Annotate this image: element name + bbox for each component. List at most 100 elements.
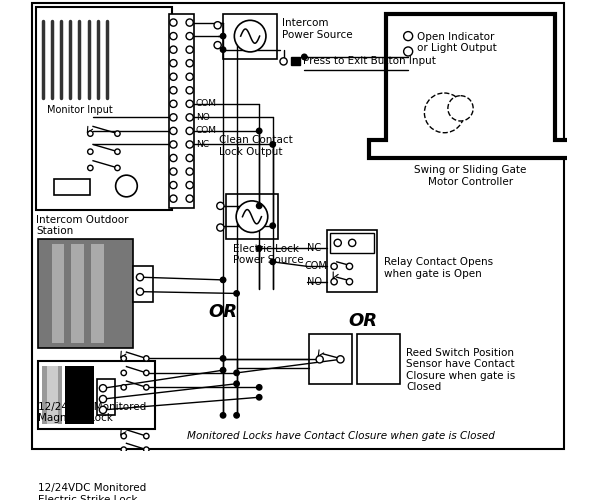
Circle shape: [144, 447, 149, 452]
Circle shape: [221, 412, 226, 418]
Text: NO: NO: [307, 276, 322, 286]
Circle shape: [144, 356, 149, 361]
Circle shape: [170, 168, 177, 175]
Bar: [97, 379, 114, 416]
Bar: [72, 244, 84, 343]
Circle shape: [116, 175, 137, 197]
Text: Intercom
Power Source: Intercom Power Source: [282, 18, 352, 40]
Circle shape: [170, 141, 177, 148]
Text: COM: COM: [305, 262, 327, 272]
Circle shape: [186, 46, 193, 54]
Circle shape: [136, 288, 144, 295]
Circle shape: [186, 100, 193, 108]
Circle shape: [121, 434, 126, 439]
Circle shape: [186, 141, 193, 148]
Circle shape: [186, 86, 193, 94]
Text: Clean Contact
Lock Output: Clean Contact Lock Output: [219, 136, 292, 157]
Text: COM: COM: [196, 100, 217, 108]
Circle shape: [403, 32, 412, 40]
Circle shape: [136, 274, 144, 281]
Circle shape: [234, 412, 240, 418]
Text: NC: NC: [307, 244, 321, 254]
Circle shape: [270, 142, 275, 147]
Bar: [42, 366, 63, 424]
Circle shape: [234, 290, 240, 296]
Text: 12/24VDC Monitored
Electric Strike Lock: 12/24VDC Monitored Electric Strike Lock: [38, 483, 146, 500]
Text: Open Indicator
or Light Output: Open Indicator or Light Output: [417, 32, 497, 53]
Circle shape: [217, 202, 224, 209]
Circle shape: [270, 259, 275, 264]
Circle shape: [100, 396, 107, 402]
Circle shape: [256, 394, 262, 400]
Circle shape: [170, 60, 177, 67]
Bar: [91, 244, 104, 343]
Circle shape: [234, 370, 240, 376]
Bar: [47, 366, 58, 424]
Bar: [65, 366, 94, 424]
Circle shape: [121, 447, 126, 452]
Circle shape: [100, 406, 107, 414]
Text: Electric Lock
Power Source: Electric Lock Power Source: [233, 244, 303, 266]
Bar: [223, 14, 277, 59]
Circle shape: [280, 58, 287, 65]
Circle shape: [88, 131, 93, 136]
Circle shape: [346, 278, 353, 285]
Bar: [291, 57, 300, 65]
Circle shape: [144, 434, 149, 439]
Bar: [51, 244, 64, 343]
Bar: [169, 14, 194, 207]
Circle shape: [121, 460, 126, 466]
Circle shape: [221, 368, 226, 373]
Text: Reed Switch Position
Sensor have Contact
Closure when gate is
Closed: Reed Switch Position Sensor have Contact…: [406, 348, 516, 393]
Circle shape: [331, 278, 337, 285]
Text: OR: OR: [209, 302, 238, 320]
Bar: [309, 334, 352, 384]
Circle shape: [186, 32, 193, 40]
Bar: [330, 233, 374, 253]
Text: Swing or Sliding Gate
Motor Controller: Swing or Sliding Gate Motor Controller: [414, 165, 527, 187]
Circle shape: [221, 277, 226, 282]
Bar: [38, 240, 133, 348]
Circle shape: [256, 128, 262, 134]
Circle shape: [302, 54, 307, 60]
Circle shape: [170, 114, 177, 121]
Circle shape: [424, 93, 464, 132]
Circle shape: [170, 46, 177, 54]
Circle shape: [221, 34, 226, 39]
Circle shape: [346, 263, 353, 270]
Bar: [226, 194, 278, 240]
Circle shape: [186, 60, 193, 67]
Circle shape: [170, 128, 177, 134]
Circle shape: [186, 128, 193, 134]
Bar: [395, 22, 547, 95]
Circle shape: [256, 246, 262, 251]
Bar: [133, 266, 153, 302]
Circle shape: [334, 240, 342, 246]
Polygon shape: [370, 14, 572, 158]
Circle shape: [170, 100, 177, 108]
Bar: [398, 26, 483, 62]
Circle shape: [331, 263, 337, 270]
Bar: [36, 7, 172, 210]
Circle shape: [186, 114, 193, 121]
Circle shape: [186, 73, 193, 80]
Circle shape: [114, 165, 120, 170]
Circle shape: [144, 460, 149, 466]
Circle shape: [186, 19, 193, 26]
Circle shape: [186, 154, 193, 162]
Bar: [327, 230, 377, 292]
Text: Monitored Locks have Contact Closure when gate is Closed: Monitored Locks have Contact Closure whe…: [187, 430, 495, 440]
Circle shape: [170, 195, 177, 202]
Circle shape: [186, 195, 193, 202]
Circle shape: [121, 384, 126, 390]
Circle shape: [221, 356, 226, 361]
Circle shape: [349, 240, 356, 246]
Circle shape: [114, 131, 120, 136]
Circle shape: [270, 223, 275, 228]
Circle shape: [170, 182, 177, 188]
Circle shape: [217, 224, 224, 231]
Text: NC: NC: [196, 140, 209, 149]
Circle shape: [144, 370, 149, 376]
Circle shape: [256, 384, 262, 390]
Circle shape: [121, 370, 126, 376]
